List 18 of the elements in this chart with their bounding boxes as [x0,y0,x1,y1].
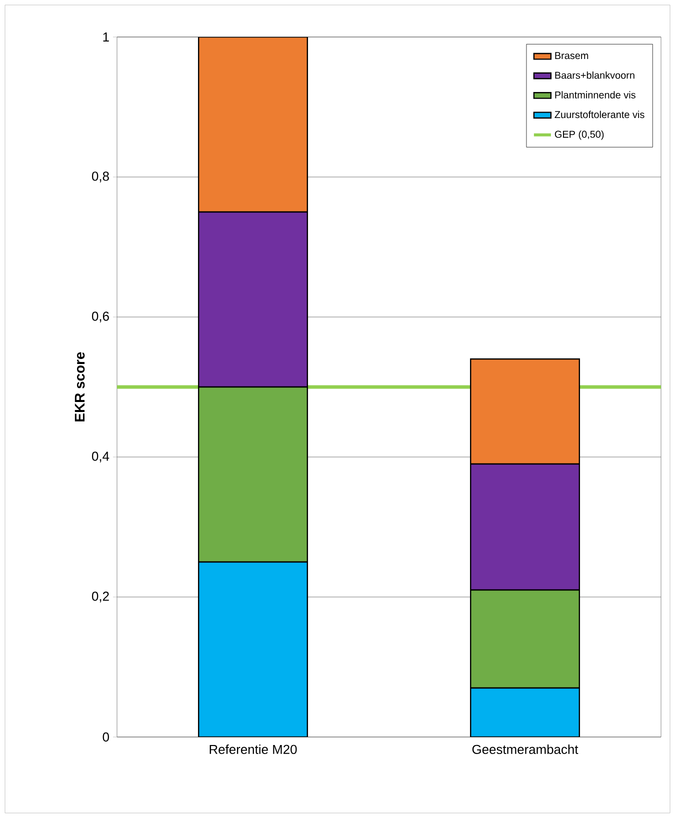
x-tick-label: Referentie M20 [210,744,297,754]
bar [470,358,580,465]
bar [198,36,308,213]
y-tick-label: 0,6 [92,312,109,322]
legend-label: Baars+blankvoorn [555,71,634,79]
bar [470,687,580,737]
bar [198,561,308,737]
legend-label: GEP (0,50) [554,130,604,140]
y-axis-title: EKR score [74,352,85,422]
x-tick-label: Geestmerambacht [472,744,578,754]
y-tick-label: 1 [103,32,109,42]
legend-label: Zuurstoftolerante vis [554,110,644,118]
legend-label: Brasem [555,52,588,60]
y-tick-label: 0 [102,732,109,742]
y-tick-label: 0,2 [92,592,109,602]
y-tick-label: 0,4 [92,452,110,462]
legend-label: Plantminnende vis [555,91,636,98]
y-tick-label: 0,8 [92,172,109,182]
